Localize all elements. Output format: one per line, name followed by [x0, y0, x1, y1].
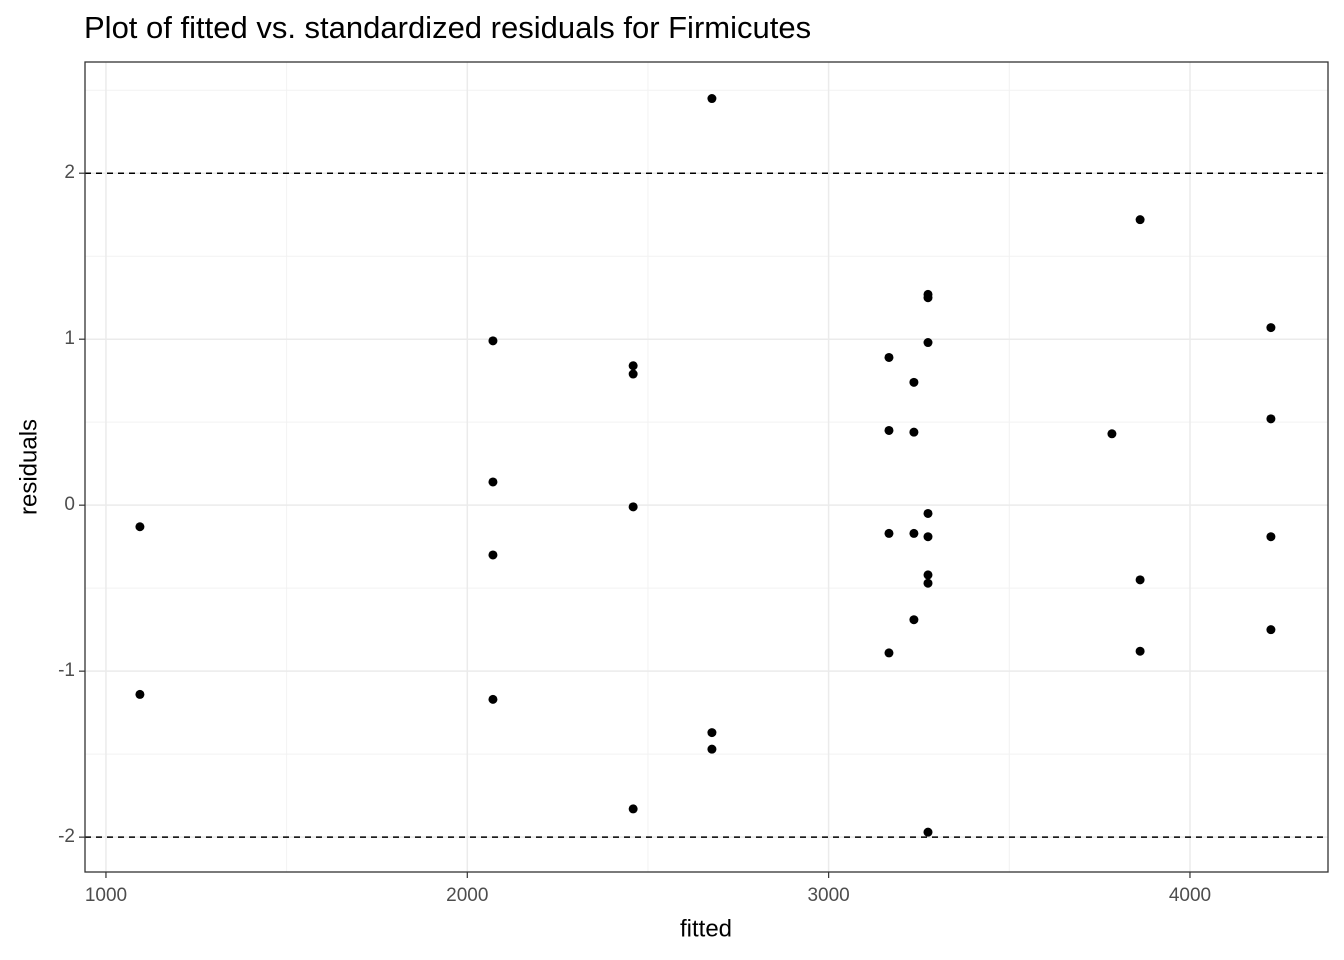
x-axis-title: fitted [680, 915, 732, 942]
x-tick-label: 1000 [85, 885, 127, 906]
point [628, 369, 638, 379]
point [884, 528, 894, 538]
point [1266, 414, 1276, 424]
point [923, 508, 933, 518]
point [909, 427, 919, 437]
point [488, 336, 498, 346]
x-tick-label: 2000 [446, 885, 488, 906]
point [1266, 532, 1276, 542]
point [923, 570, 933, 580]
point [628, 361, 638, 371]
panel-border [84, 61, 1329, 873]
point [884, 352, 894, 362]
point [909, 377, 919, 387]
y-tick-label: -2 [58, 826, 75, 847]
y-tick-label: 2 [64, 162, 75, 183]
y-tick-label: 1 [64, 328, 75, 349]
point [488, 694, 498, 704]
point [1135, 575, 1145, 585]
point [923, 338, 933, 348]
point [923, 827, 933, 837]
y-axis-title: residuals [15, 419, 42, 515]
point [1135, 215, 1145, 225]
point [488, 477, 498, 487]
point [1107, 429, 1117, 439]
y-tick-label: 0 [64, 494, 75, 515]
point [909, 615, 919, 625]
y-tick-label: -1 [58, 660, 75, 681]
point [628, 502, 638, 512]
x-tick-label: 4000 [1169, 885, 1211, 906]
point [1266, 625, 1276, 635]
point [707, 94, 717, 104]
point [1135, 646, 1145, 656]
point [884, 648, 894, 658]
point [707, 728, 717, 738]
point [923, 532, 933, 542]
point [488, 550, 498, 560]
point [923, 293, 933, 303]
point [1266, 323, 1276, 333]
point [923, 578, 933, 588]
point [628, 804, 638, 814]
point [707, 744, 717, 754]
chart-title: Plot of fitted vs. standardized residual… [84, 10, 811, 45]
x-tick-label: 3000 [807, 885, 849, 906]
point [135, 689, 145, 699]
point [135, 522, 145, 532]
point [909, 528, 919, 538]
point [884, 425, 894, 435]
